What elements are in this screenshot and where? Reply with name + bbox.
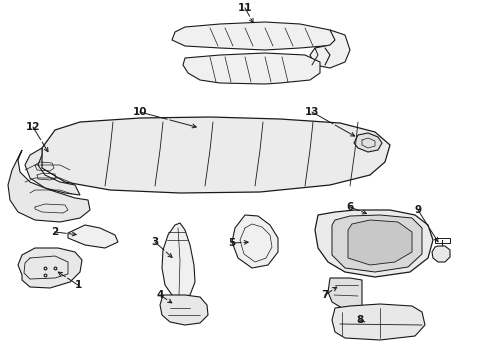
Text: 12: 12 [26,122,40,132]
Text: 10: 10 [133,107,147,117]
Polygon shape [328,278,362,310]
Text: 13: 13 [305,107,319,117]
Text: 2: 2 [51,227,59,237]
Polygon shape [354,133,382,152]
Polygon shape [348,220,412,265]
Text: 1: 1 [74,280,82,290]
Text: 8: 8 [356,315,364,325]
Polygon shape [42,117,390,193]
Text: 6: 6 [346,202,354,212]
Polygon shape [68,225,118,248]
Text: 11: 11 [238,3,252,13]
Polygon shape [432,246,450,262]
Polygon shape [315,210,433,277]
Polygon shape [232,215,278,268]
Polygon shape [332,304,425,340]
Polygon shape [160,295,208,325]
Polygon shape [332,215,422,272]
Text: 4: 4 [156,290,164,300]
Polygon shape [310,30,350,68]
Polygon shape [25,148,80,195]
Polygon shape [183,53,320,84]
Polygon shape [18,248,82,288]
Text: 9: 9 [415,205,421,215]
Polygon shape [8,150,90,222]
Text: 3: 3 [151,237,159,247]
Polygon shape [172,22,340,50]
Text: 5: 5 [228,238,236,248]
Polygon shape [162,223,195,298]
Text: 7: 7 [321,290,329,300]
